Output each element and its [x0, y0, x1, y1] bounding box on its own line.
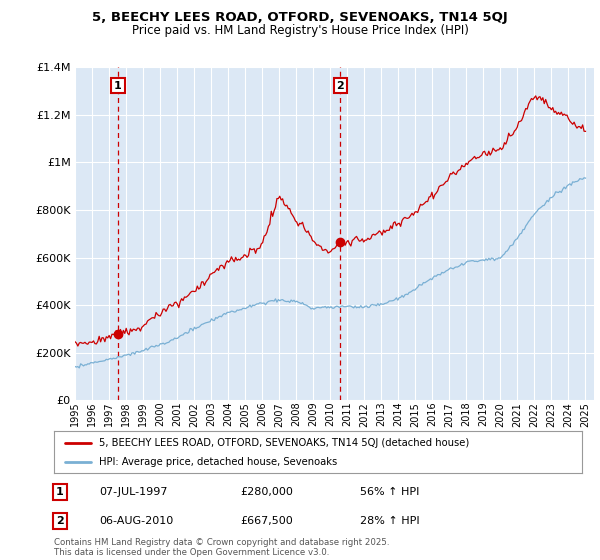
Text: 5, BEECHY LEES ROAD, OTFORD, SEVENOAKS, TN14 5QJ: 5, BEECHY LEES ROAD, OTFORD, SEVENOAKS, … — [92, 11, 508, 24]
Text: Contains HM Land Registry data © Crown copyright and database right 2025.
This d: Contains HM Land Registry data © Crown c… — [54, 538, 389, 557]
Text: 1: 1 — [56, 487, 64, 497]
Text: 2: 2 — [337, 81, 344, 91]
Text: £667,500: £667,500 — [240, 516, 293, 526]
Text: 28% ↑ HPI: 28% ↑ HPI — [360, 516, 419, 526]
Text: 07-JUL-1997: 07-JUL-1997 — [99, 487, 167, 497]
Text: 06-AUG-2010: 06-AUG-2010 — [99, 516, 173, 526]
Text: 2: 2 — [56, 516, 64, 526]
Text: Price paid vs. HM Land Registry's House Price Index (HPI): Price paid vs. HM Land Registry's House … — [131, 24, 469, 36]
Text: £280,000: £280,000 — [240, 487, 293, 497]
Text: 56% ↑ HPI: 56% ↑ HPI — [360, 487, 419, 497]
Text: HPI: Average price, detached house, Sevenoaks: HPI: Average price, detached house, Seve… — [99, 457, 337, 467]
Text: 1: 1 — [114, 81, 122, 91]
Text: 5, BEECHY LEES ROAD, OTFORD, SEVENOAKS, TN14 5QJ (detached house): 5, BEECHY LEES ROAD, OTFORD, SEVENOAKS, … — [99, 437, 469, 447]
